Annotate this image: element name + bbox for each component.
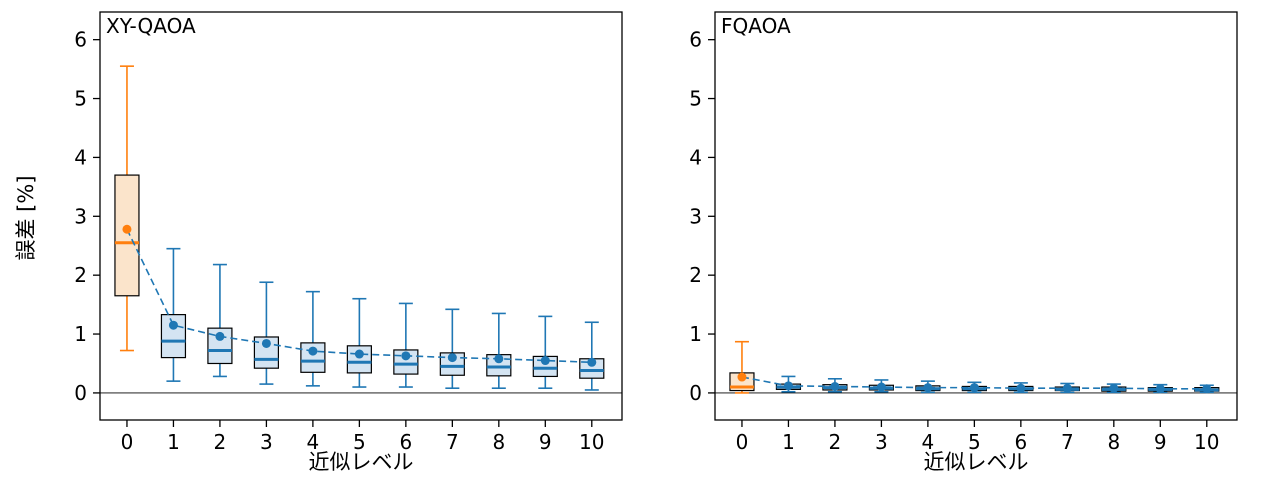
x-tick-label: 10 <box>1194 430 1219 454</box>
mean-marker <box>1155 384 1165 394</box>
mean-marker <box>494 354 504 364</box>
x-tick-label: 1 <box>782 430 795 454</box>
panel-title-xy-qaoa: XY-QAOA <box>106 14 196 38</box>
mean-marker <box>737 372 747 382</box>
y-tick-label: 3 <box>74 204 87 228</box>
y-tick-label: 5 <box>689 87 702 111</box>
mean-marker <box>354 349 364 359</box>
mean-marker <box>1016 383 1026 393</box>
y-tick-label: 6 <box>74 28 87 52</box>
y-tick-label: 0 <box>74 381 87 405</box>
mean-marker <box>215 331 225 341</box>
x-tick-label: 9 <box>539 430 552 454</box>
y-tick-label: 6 <box>689 28 702 52</box>
x-tick-label: 0 <box>121 430 134 454</box>
mean-marker <box>122 224 132 234</box>
y-tick-label: 0 <box>689 381 702 405</box>
x-tick-label: 5 <box>353 430 366 454</box>
mean-marker <box>923 383 933 393</box>
mean-marker <box>261 338 271 348</box>
y-tick-label: 4 <box>689 145 702 169</box>
mean-marker <box>969 383 979 393</box>
panel-title-fqaoa: FQAOA <box>721 14 791 38</box>
box <box>439 352 465 376</box>
mean-marker <box>540 356 550 366</box>
box <box>114 174 140 297</box>
mean-marker <box>168 320 178 330</box>
x-tick-label: 7 <box>1061 430 1074 454</box>
x-tick-label: 8 <box>1107 430 1120 454</box>
boxplot-panel-fqaoa: 0 1 2 3 4 5 6 7 8 9 10 0 1 2 3 4 5 6 <box>689 11 1238 454</box>
x-tick-label: 1 <box>167 430 180 454</box>
x-tick-label: 8 <box>492 430 505 454</box>
x-tick-label: 6 <box>399 430 412 454</box>
mean-marker <box>1062 383 1072 393</box>
x-tick-label: 3 <box>875 430 888 454</box>
mean-marker <box>830 381 840 391</box>
mean-marker <box>447 353 457 363</box>
boxplot-panel-xy-qaoa: 0 1 2 3 4 5 6 7 8 9 10 0 1 2 3 4 5 6 <box>74 11 623 454</box>
x-tick-label: 3 <box>260 430 273 454</box>
y-tick-label: 4 <box>74 145 87 169</box>
y-tick-label: 5 <box>74 87 87 111</box>
plot-frame <box>714 11 1238 421</box>
mean-marker <box>587 357 597 367</box>
x-tick-label: 0 <box>736 430 749 454</box>
mean-marker <box>876 382 886 392</box>
x-tick-label: 2 <box>829 430 842 454</box>
mean-marker <box>1202 384 1212 394</box>
x-tick-label: 6 <box>1014 430 1027 454</box>
box <box>393 349 419 375</box>
y-tick-label: 2 <box>74 263 87 287</box>
x-tick-label: 10 <box>579 430 604 454</box>
y-tick-label: 3 <box>689 204 702 228</box>
mean-marker <box>308 346 318 356</box>
mean-marker <box>1109 383 1119 393</box>
mean-marker <box>401 351 411 361</box>
y-tick-label: 1 <box>74 322 87 346</box>
x-tick-label: 4 <box>922 430 935 454</box>
y-tick-label: 2 <box>689 263 702 287</box>
mean-trend-line <box>126 228 592 364</box>
x-tick-label: 7 <box>446 430 459 454</box>
y-tick-label: 1 <box>689 322 702 346</box>
x-tick-label: 5 <box>968 430 981 454</box>
x-axis-label-left: 近似レベル <box>308 450 414 474</box>
y-axis-label: 誤差 [%] <box>14 175 38 261</box>
x-tick-label: 9 <box>1154 430 1167 454</box>
mean-marker <box>783 381 793 391</box>
x-tick-label: 2 <box>214 430 227 454</box>
x-tick-label: 4 <box>307 430 320 454</box>
x-axis-label-right: 近似レベル <box>923 450 1029 474</box>
